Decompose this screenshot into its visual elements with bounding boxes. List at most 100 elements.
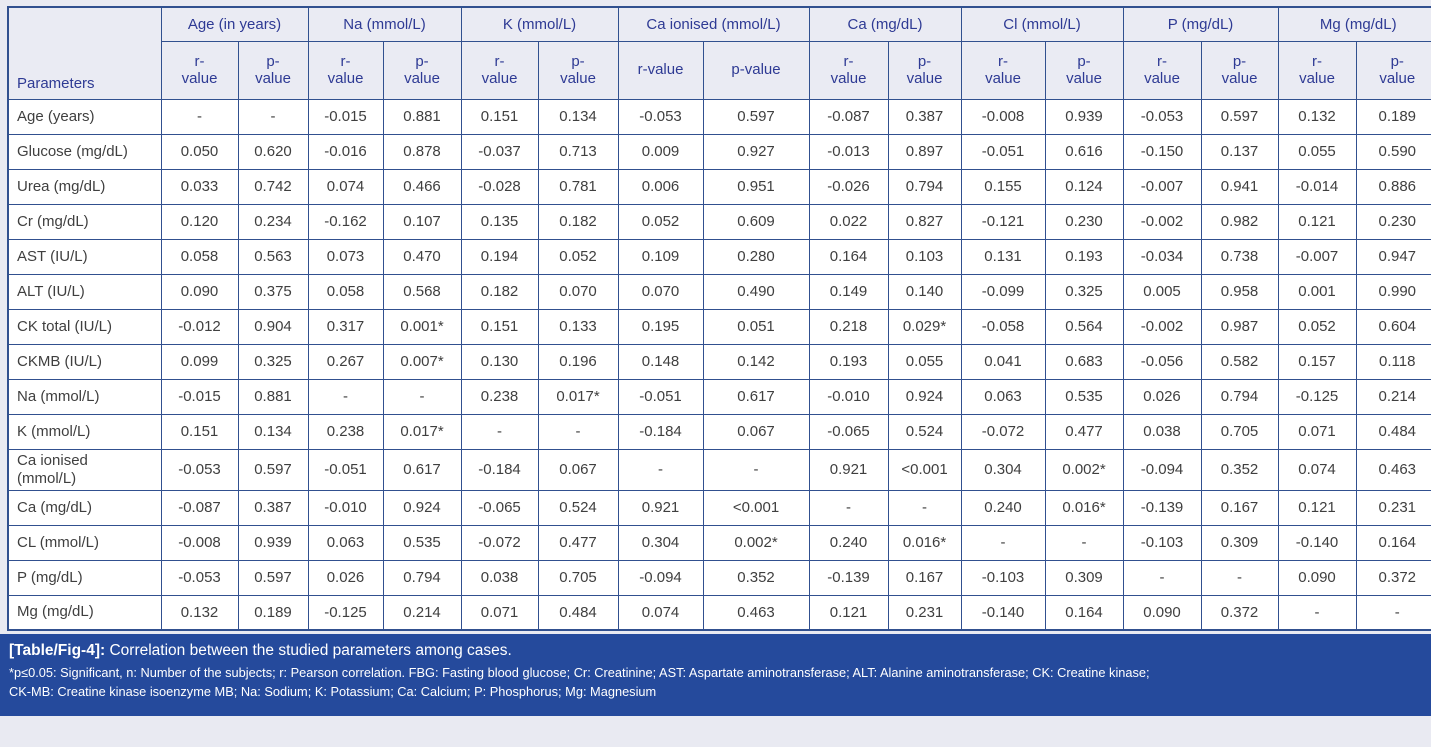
table-row: Age (years) - - -0.015 0.881 0.151 0.134 -0.053… [7,98,1431,135]
row-parameter-label: CK total (IU/L) [7,308,162,345]
table-figure-label: [Table/Fig-4]: [9,642,106,659]
value-cell: 0.325 [237,343,309,380]
value-cell: 0.120 [160,203,239,240]
value-cell: 0.167 [1200,489,1279,526]
value-cell: -0.010 [307,489,384,526]
correlation-table: Parameters Age (in years) Na (mmol/L) K (m… [7,6,1431,631]
value-cell: -0.140 [1277,524,1357,561]
value-cell: 0.118 [1355,343,1431,380]
value-cell: 0.017* [382,413,462,450]
row-parameter-label: Urea (mg/dL) [7,168,162,205]
value-cell: 0.103 [887,238,962,275]
value-cell: 0.939 [1044,98,1124,135]
value-cell: 0.182 [460,273,539,310]
value-cell: 0.304 [617,524,704,561]
value-cell: - [537,413,619,450]
value-cell: 0.070 [537,273,619,310]
value-cell: -0.026 [808,168,889,205]
table-row: Na (mmol/L) -0.015 0.881- -0.238 0.017* -0.05… [7,378,1431,415]
value-cell: 0.738 [1200,238,1279,275]
value-cell: -0.015 [307,98,384,135]
value-cell: 0.002* [702,524,810,561]
value-cell: 0.470 [382,238,462,275]
value-cell: 0.705 [537,559,619,596]
value-cell: 0.590 [1355,133,1431,170]
value-cell: 0.352 [702,559,810,596]
value-cell: -0.002 [1122,203,1202,240]
value-cell: 0.155 [960,168,1046,205]
value-cell: 0.924 [887,378,962,415]
value-cell: 0.582 [1200,343,1279,380]
value-cell: - [237,98,309,135]
value-cell: 0.597 [237,559,309,596]
value-cell: 0.240 [808,524,889,561]
value-cell: 0.041 [960,343,1046,380]
value-cell: - [808,489,889,526]
value-cell: 0.304 [960,448,1046,491]
column-group-header: Ca (mg/dL) [808,6,962,42]
value-cell: -0.037 [460,133,539,170]
value-cell: 0.055 [887,343,962,380]
value-cell: 0.231 [887,594,962,631]
correlation-table-container: Parameters Age (in years) Na (mmol/L) K (m… [7,6,1431,631]
value-cell: 0.214 [1355,378,1431,415]
value-cell: 0.109 [617,238,704,275]
header-sub-row: r- value p- value r- value p- value r- value… [8,40,1431,100]
value-cell: 0.372 [1200,594,1279,631]
value-cell: 0.921 [808,448,889,491]
table-row: Glucose (mg/dL) 0.050 0.620 -0.016 0.878 -0.0… [7,133,1431,170]
column-sub-header: r- value [160,40,239,100]
value-cell: - [887,489,962,526]
value-cell: 0.372 [1355,559,1431,596]
table-footnote-line-1: *p≤0.05: Significant, n: Number of the s… [9,665,1150,680]
value-cell: 0.568 [382,273,462,310]
value-cell: 0.193 [1044,238,1124,275]
value-cell: 0.022 [808,203,889,240]
value-cell: 0.196 [537,343,619,380]
table-row: CK total (IU/L) -0.012 0.904 0.317 0.001* 0.1… [7,308,1431,345]
column-group-header: Ca ionised (mmol/L) [617,6,810,42]
value-cell: -0.103 [1122,524,1202,561]
value-cell: 0.132 [1277,98,1357,135]
value-cell: 0.463 [702,594,810,631]
value-cell: 0.477 [537,524,619,561]
value-cell: 0.713 [537,133,619,170]
value-cell: -0.094 [1122,448,1202,491]
value-cell: 0.121 [1277,489,1357,526]
column-sub-header: p- value [537,40,619,100]
value-cell: <0.001 [887,448,962,491]
value-cell: 0.038 [460,559,539,596]
value-cell: 0.189 [1355,98,1431,135]
value-cell: 0.134 [537,98,619,135]
value-cell: -0.140 [960,594,1046,631]
value-cell: -0.121 [960,203,1046,240]
value-cell: 0.133 [537,308,619,345]
value-cell: 0.005 [1122,273,1202,310]
table-row: P (mg/dL) -0.053 0.597 0.026 0.794 0.038 0.705… [7,559,1431,596]
table-row: Ca (mg/dL) -0.087 0.387 -0.010 0.924 -0.065 0.… [7,489,1431,526]
column-group-header: Age (in years) [160,6,309,42]
column-sub-header: p- value [1355,40,1431,100]
value-cell: 0.195 [617,308,704,345]
value-cell: 0.309 [1200,524,1279,561]
value-cell: 0.090 [160,273,239,310]
column-group-header: Mg (mg/dL) [1277,6,1431,42]
value-cell: 0.597 [702,98,810,135]
value-cell: 0.742 [237,168,309,205]
value-cell: 0.794 [382,559,462,596]
row-parameter-label: K (mmol/L) [7,413,162,450]
value-cell: -0.051 [307,448,384,491]
value-cell: 0.148 [617,343,704,380]
value-cell: -0.139 [1122,489,1202,526]
table-row: Cr (mg/dL) 0.120 0.234 -0.162 0.107 0.135 0.18… [7,203,1431,240]
row-parameter-label: Ca (mg/dL) [7,489,162,526]
value-cell: -0.094 [617,559,704,596]
column-sub-header: r- value [1122,40,1202,100]
value-cell: 0.063 [307,524,384,561]
value-cell: 0.052 [617,203,704,240]
column-sub-header: p-value [702,40,810,100]
value-cell: 0.484 [537,594,619,631]
value-cell: 0.794 [887,168,962,205]
value-cell: -0.010 [808,378,889,415]
value-cell: 0.038 [1122,413,1202,450]
